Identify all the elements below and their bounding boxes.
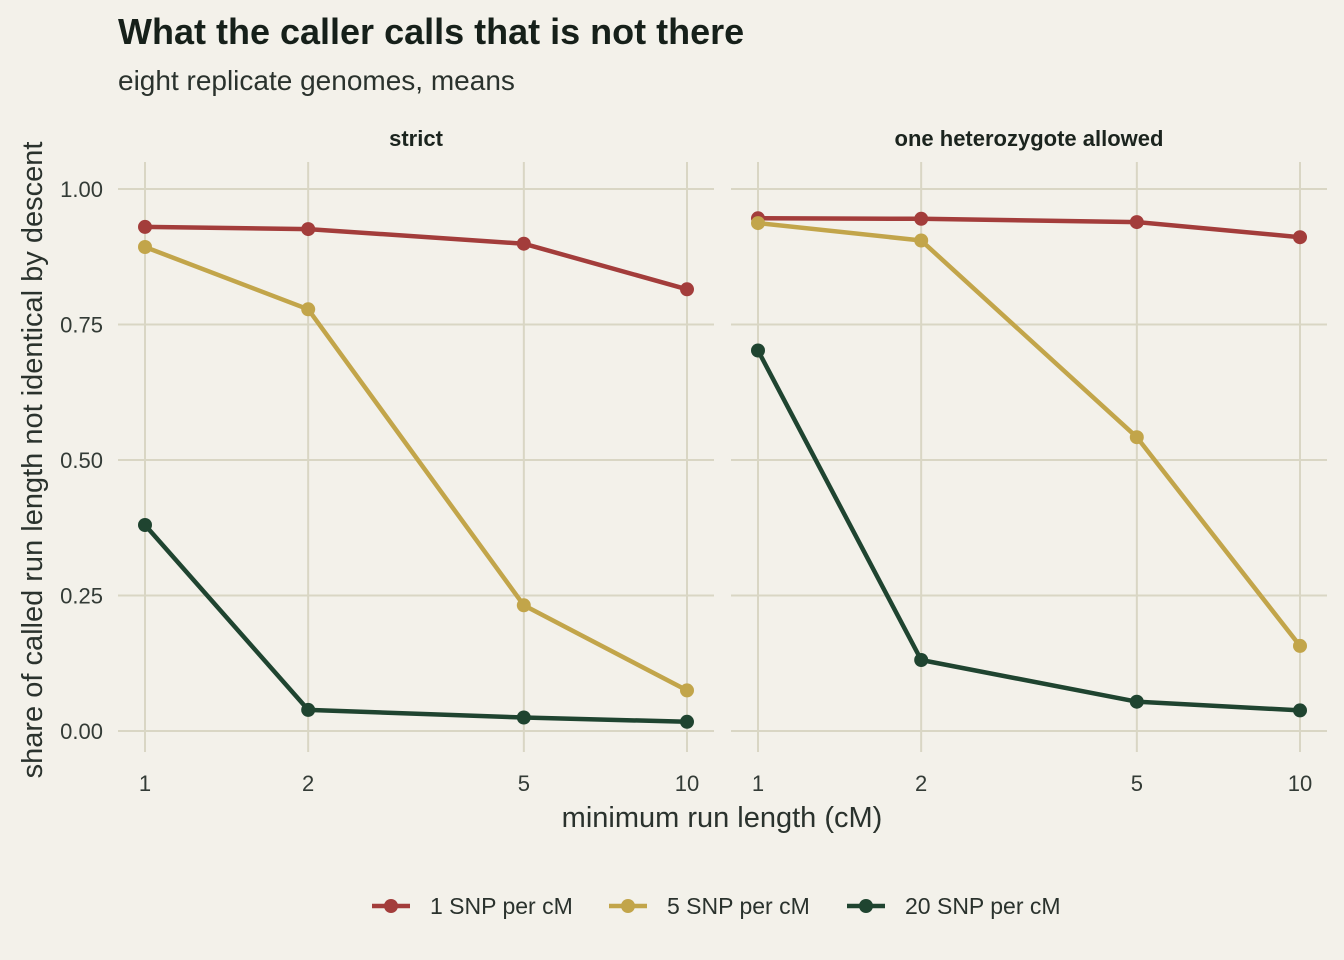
series-line — [142, 224, 690, 292]
data-point — [914, 211, 929, 226]
facet-panel-1: strict 0.00 0.25 0.50 0.75 1.00 1 2 5 10 — [60, 126, 714, 796]
legend-key-point — [621, 899, 635, 913]
legend-item: 5 SNP per cM — [609, 893, 810, 919]
data-point — [516, 710, 531, 725]
legend-label: 1 SNP per cM — [430, 893, 573, 919]
data-point — [751, 216, 765, 231]
series-line — [755, 220, 1303, 649]
y-tick-label: 0.25 — [60, 584, 103, 609]
data-point — [751, 343, 765, 358]
chart-title: What the caller calls that is not there — [118, 11, 744, 52]
data-point — [1293, 638, 1307, 653]
legend-label: 5 SNP per cM — [667, 893, 810, 919]
data-point — [516, 236, 531, 251]
chart-subtitle: eight replicate genomes, means — [118, 65, 515, 96]
x-tick-label: 2 — [302, 771, 314, 796]
data-point — [301, 702, 316, 717]
data-point — [914, 653, 929, 667]
facet-strip-label: strict — [389, 126, 443, 151]
series-line — [142, 244, 690, 693]
data-point — [516, 598, 531, 613]
data-point — [138, 219, 152, 234]
data-point — [1293, 703, 1307, 718]
y-tick-label: 0.00 — [60, 719, 103, 744]
data-point — [1129, 430, 1144, 445]
y-tick-label: 0.50 — [60, 448, 103, 473]
x-tick-label: 10 — [1288, 771, 1312, 796]
legend-key-point — [859, 899, 873, 913]
legend-label: 20 SNP per cM — [905, 893, 1061, 919]
series-line — [755, 348, 1303, 713]
data-point — [301, 222, 316, 237]
data-point — [301, 302, 316, 317]
x-tick-label: 1 — [752, 771, 764, 796]
series-line — [755, 216, 1303, 240]
data-point — [1129, 694, 1144, 709]
legend-item: 1 SNP per cM — [372, 893, 573, 919]
x-tick-label: 2 — [915, 771, 927, 796]
data-point — [680, 282, 694, 297]
legend-item: 20 SNP per cM — [847, 893, 1061, 919]
data-point — [680, 714, 694, 729]
data-point — [1293, 230, 1307, 245]
x-axis-title: minimum run length (cM) — [562, 802, 883, 834]
x-tick-label: 10 — [675, 771, 699, 796]
x-tick-label: 5 — [518, 771, 530, 796]
legend: 1 SNP per cM 5 SNP per cM 20 SNP per cM — [372, 893, 1061, 919]
data-point — [1129, 215, 1144, 230]
facet-panel-2: one heterozygote allowed 1 2 5 10 — [731, 126, 1327, 796]
data-point — [138, 518, 152, 532]
series-line — [142, 522, 690, 725]
x-tick-label: 1 — [139, 771, 151, 796]
y-tick-label: 1.00 — [60, 177, 103, 202]
data-point — [138, 240, 152, 254]
data-point — [680, 683, 694, 698]
y-tick-label: 0.75 — [60, 313, 103, 338]
y-axis-title: share of called run length not identical… — [17, 142, 49, 779]
data-point — [914, 233, 929, 248]
x-tick-label: 5 — [1131, 771, 1143, 796]
legend-key-point — [384, 899, 398, 913]
facet-strip-label: one heterozygote allowed — [895, 126, 1164, 151]
